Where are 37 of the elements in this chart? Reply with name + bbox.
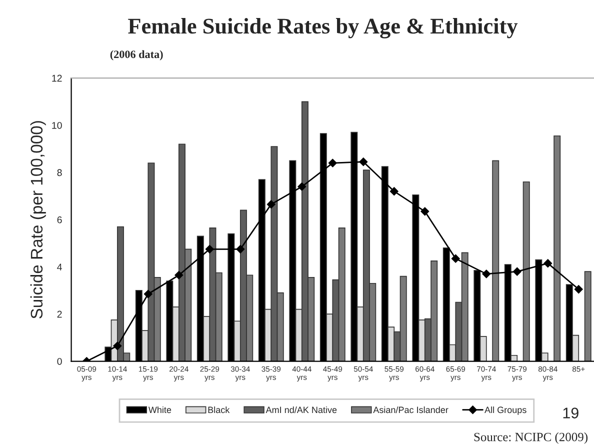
point bbox=[544, 259, 552, 268]
point bbox=[574, 285, 583, 294]
y-tick-label: 2 bbox=[57, 310, 62, 318]
point bbox=[267, 200, 276, 208]
point bbox=[328, 158, 337, 168]
y-tick-label: 0 bbox=[57, 358, 62, 365]
chart-title: Female Suicide Rates by Age & Ethnicity bbox=[128, 18, 518, 38]
chart-subtitle: (2006 data) bbox=[110, 50, 163, 60]
point bbox=[359, 158, 368, 166]
bar bbox=[554, 135, 561, 362]
point bbox=[420, 207, 430, 216]
point bbox=[482, 270, 491, 278]
text: 19 bbox=[563, 408, 578, 418]
point bbox=[206, 245, 214, 254]
bar bbox=[584, 271, 592, 362]
point bbox=[236, 245, 245, 254]
y-axis-title: Suicide Rate (per 100,000) bbox=[30, 121, 46, 318]
legend-label: Black bbox=[208, 406, 230, 414]
point bbox=[144, 290, 152, 298]
bar bbox=[522, 181, 530, 362]
point bbox=[512, 267, 522, 276]
legend-label: White bbox=[148, 406, 172, 414]
legend-label: Asian/Pac Islander bbox=[373, 406, 448, 414]
y-tick-label: 4 bbox=[57, 264, 62, 270]
y-tick-label: 8 bbox=[57, 169, 62, 176]
legend-label: AmI nd/AK Native bbox=[266, 406, 337, 414]
y-tick-label: 6 bbox=[57, 216, 62, 224]
point bbox=[298, 182, 306, 191]
y-tick-label: 12 bbox=[52, 74, 62, 82]
point bbox=[174, 270, 184, 280]
y-tick-label: 10 bbox=[52, 122, 62, 129]
legend-label: All Groups bbox=[484, 406, 526, 415]
source-note: Source: NCIPC (2009) bbox=[474, 432, 588, 444]
bar bbox=[492, 160, 500, 362]
point bbox=[113, 342, 122, 350]
point bbox=[390, 187, 398, 196]
point bbox=[452, 254, 460, 263]
